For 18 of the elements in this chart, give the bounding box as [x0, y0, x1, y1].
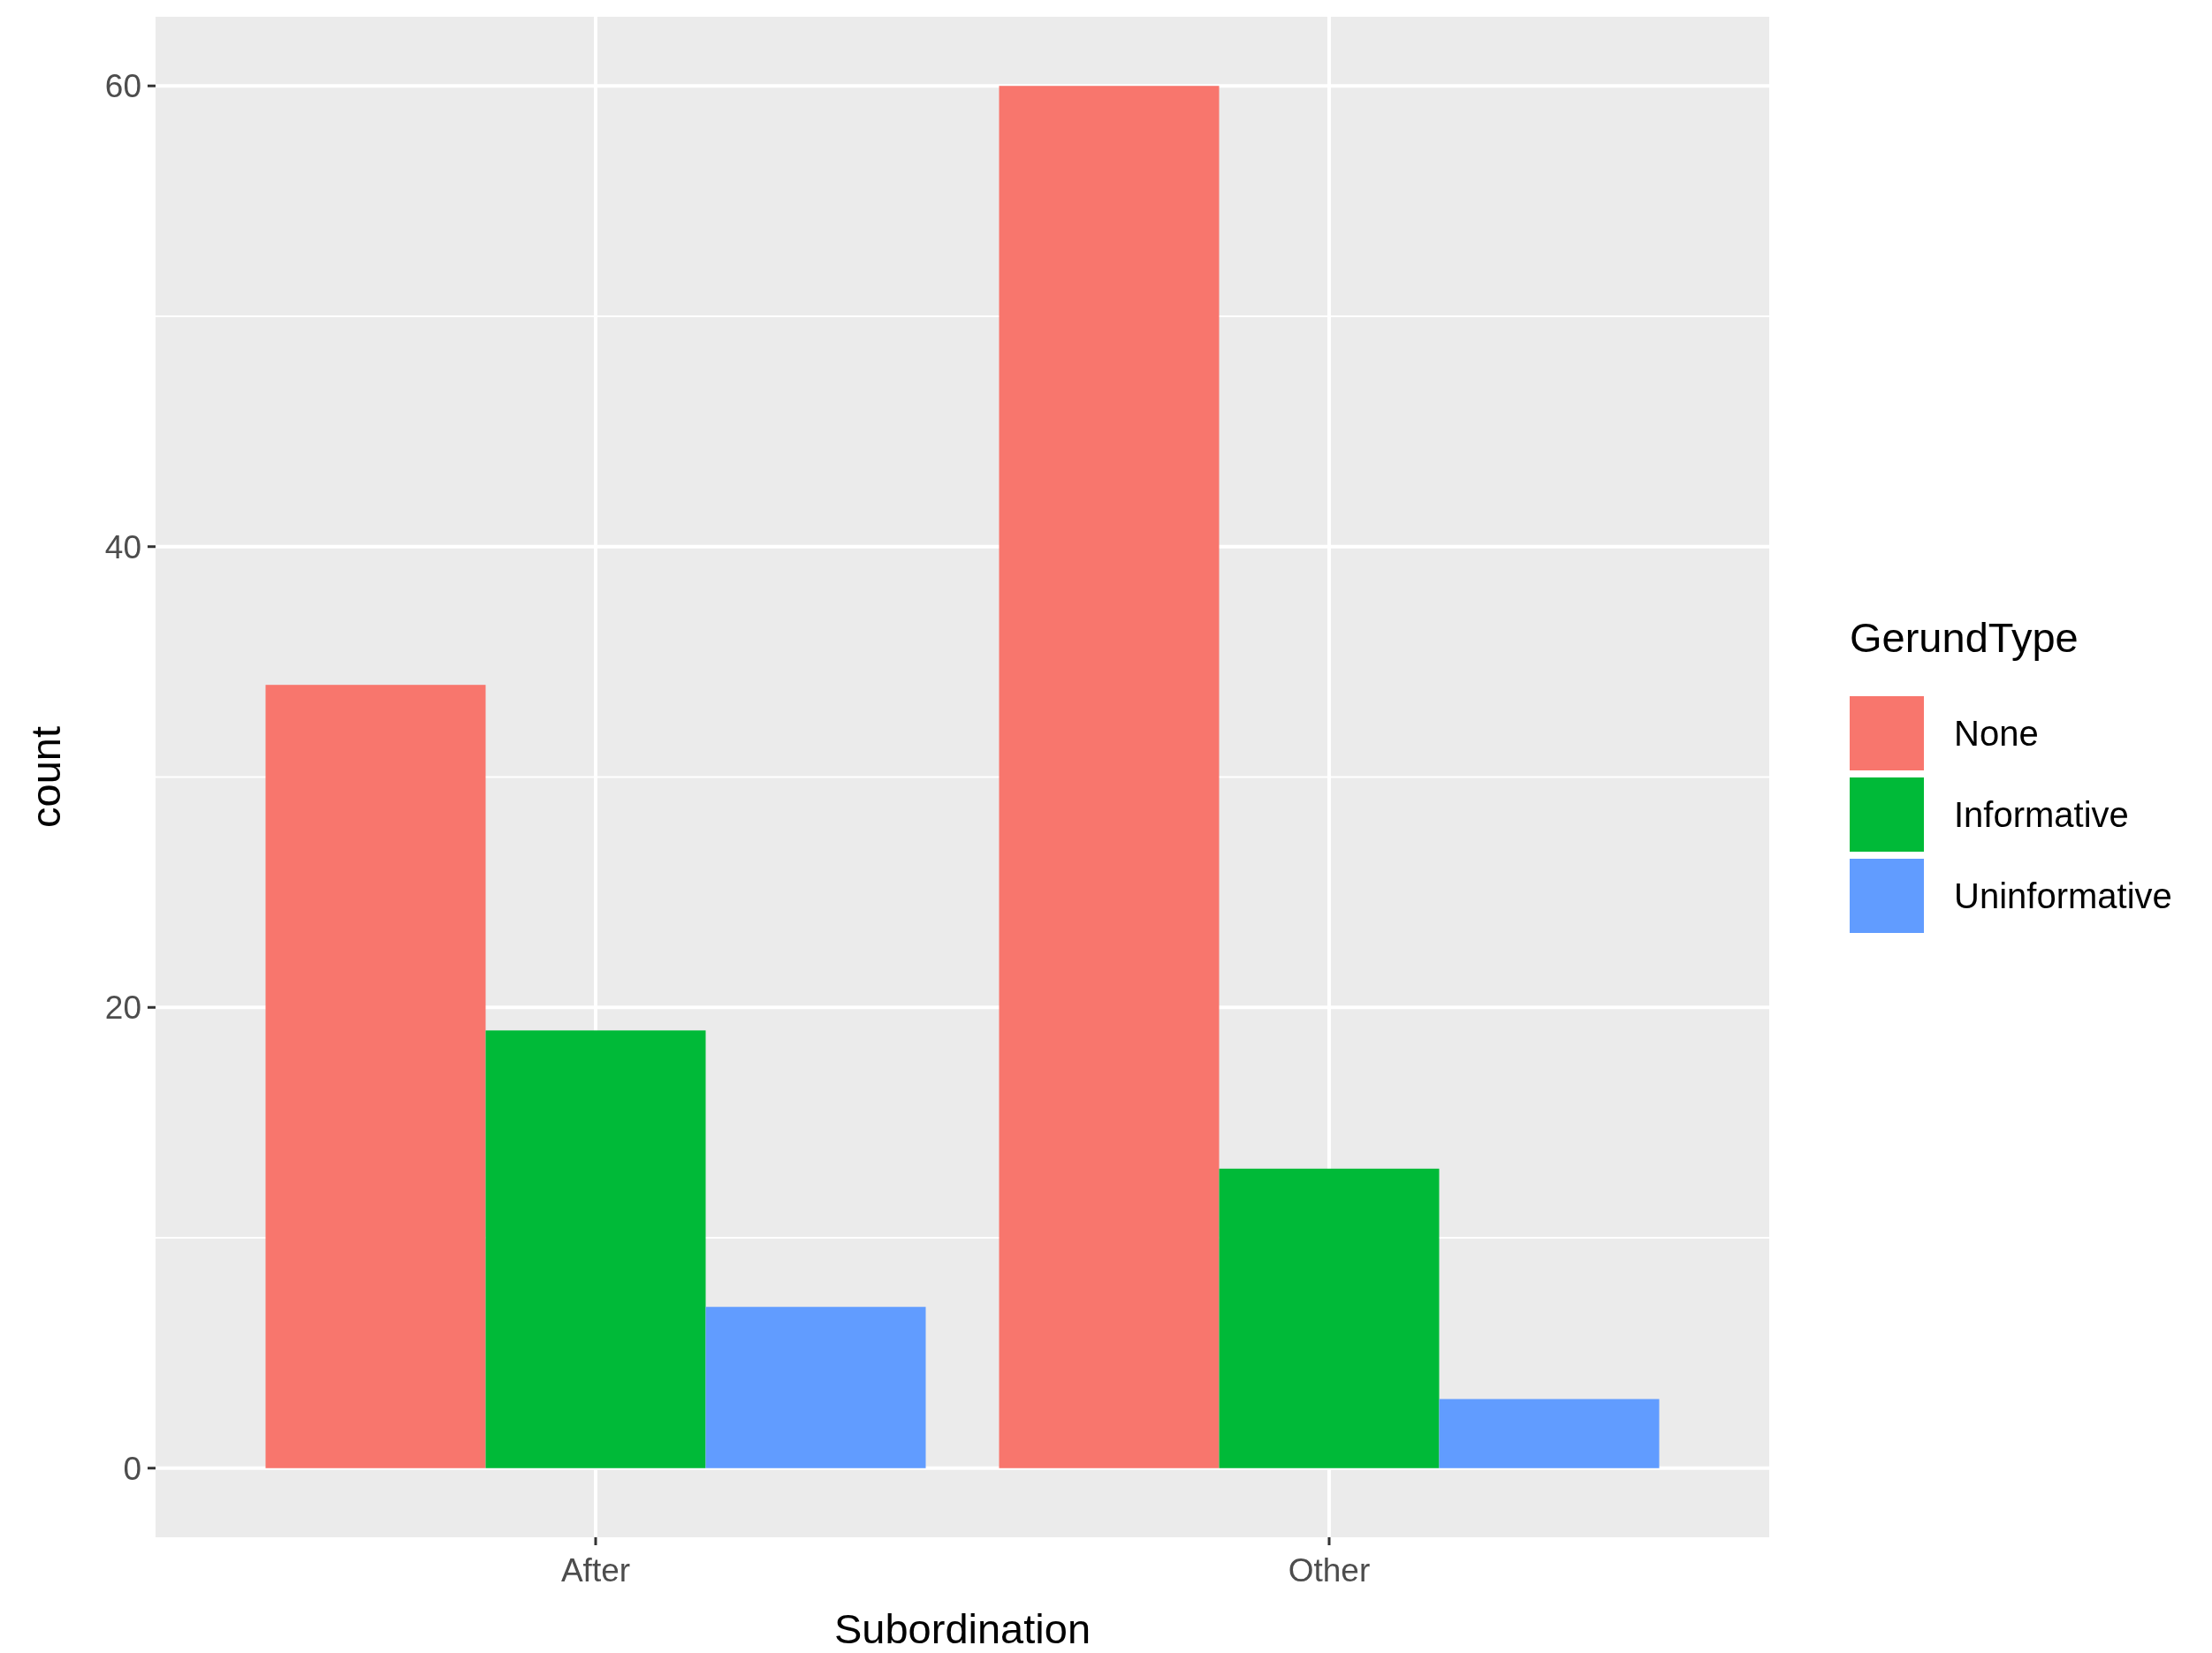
y-tick-label: 40	[104, 528, 141, 565]
legend-label: Uninformative	[1954, 876, 2172, 915]
y-tick-label: 20	[104, 990, 141, 1027]
legend-label: None	[1954, 714, 2039, 753]
bar	[265, 685, 486, 1468]
y-tick-label: 0	[123, 1450, 141, 1487]
y-axis-title: count	[22, 726, 69, 828]
legend-title: GerundType	[1850, 614, 2079, 661]
y-tick-label: 60	[104, 68, 141, 105]
x-tick-label: After	[560, 1552, 631, 1589]
legend-label: Informative	[1954, 795, 2129, 834]
x-axis-title: Subordination	[833, 1605, 1091, 1652]
bar	[1219, 1168, 1440, 1468]
bar	[1439, 1399, 1660, 1468]
bar	[705, 1307, 926, 1468]
bar	[485, 1030, 706, 1468]
bar	[999, 86, 1220, 1468]
x-tick-label: Other	[1288, 1552, 1371, 1589]
